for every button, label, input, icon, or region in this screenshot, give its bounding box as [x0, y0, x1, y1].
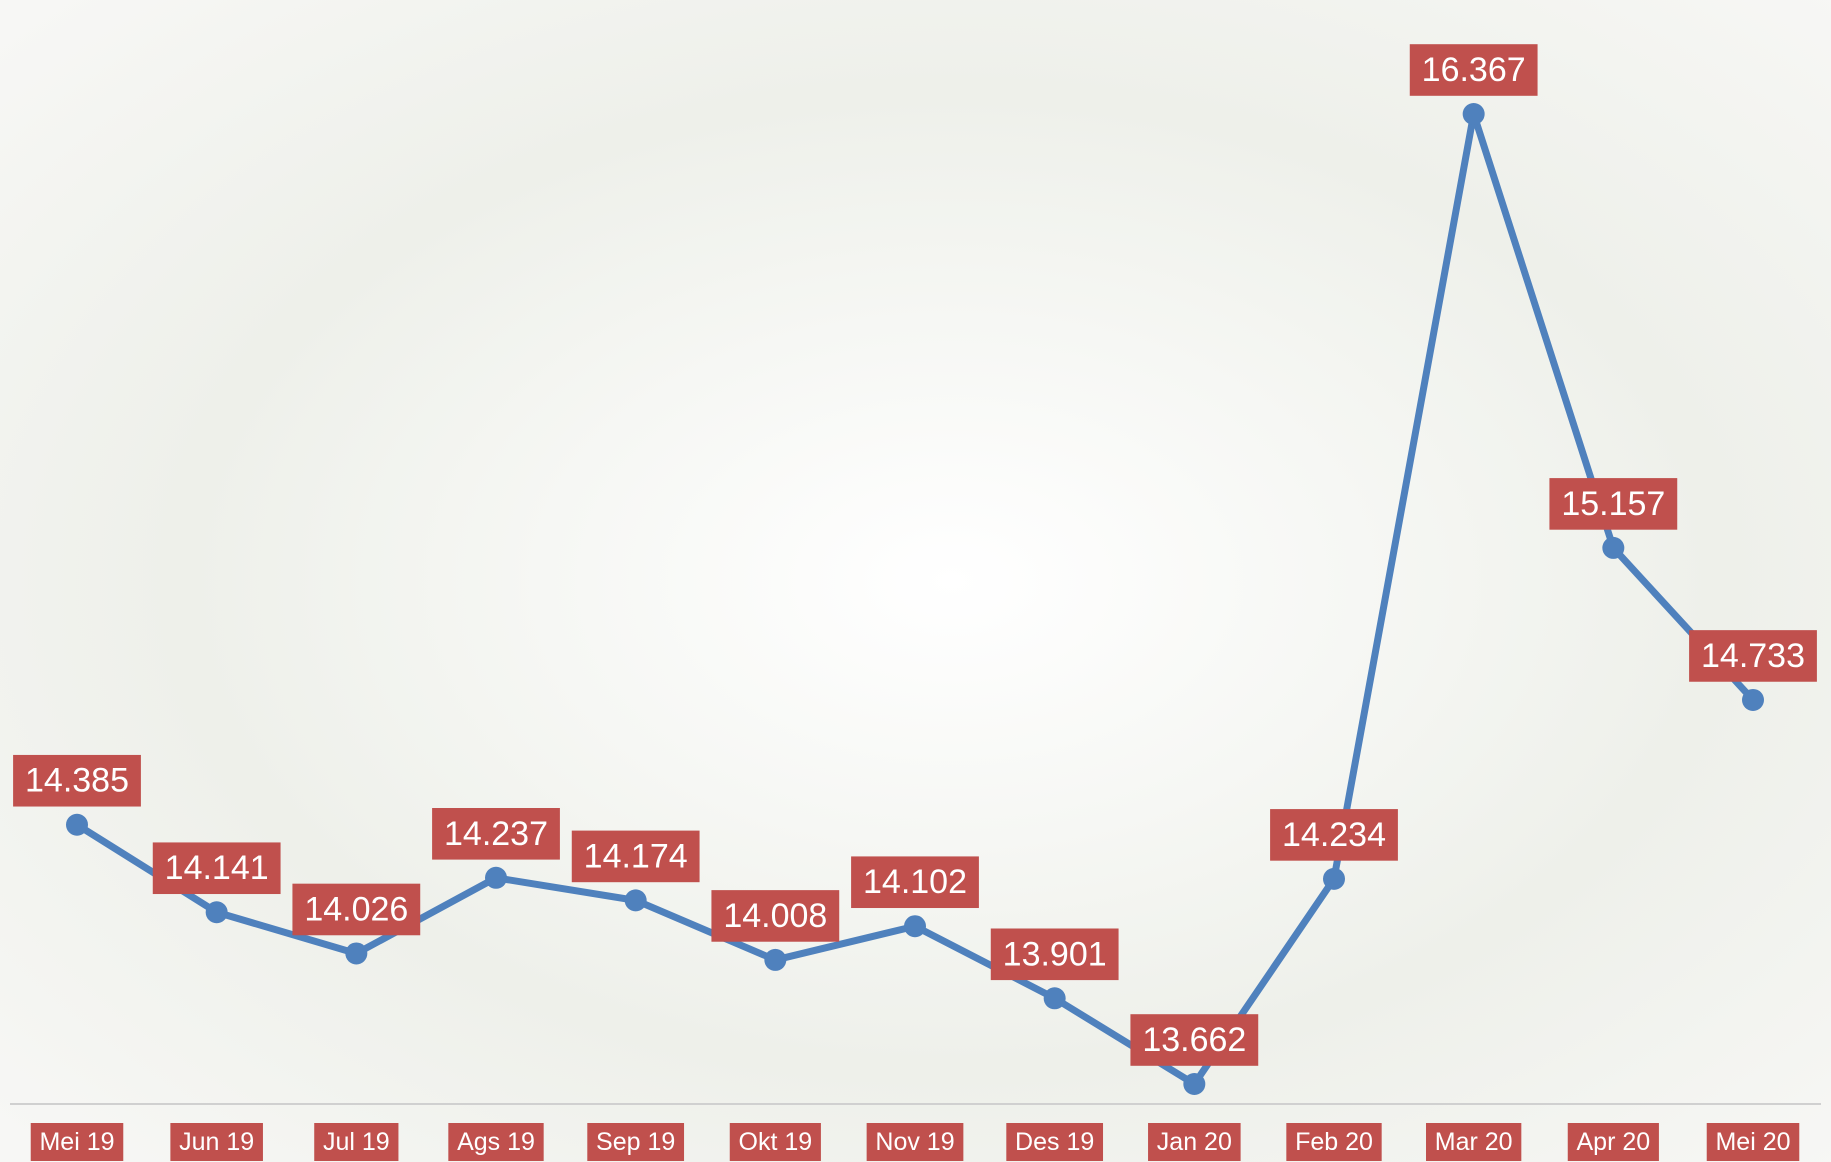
- data-point: [66, 813, 88, 836]
- data-label-box: [1130, 1014, 1259, 1066]
- data-point: [1183, 1073, 1206, 1095]
- data-label-group: 14.237: [432, 808, 560, 860]
- x-tick-label-box: [1286, 1123, 1382, 1161]
- data-label: 14.174: [584, 837, 688, 875]
- data-label-box: [1270, 809, 1398, 861]
- data-point: [624, 889, 647, 912]
- data-label-box: [711, 890, 840, 942]
- data-label-group: 14.102: [851, 856, 979, 909]
- data-label-box: [152, 842, 281, 895]
- data-label-group: 14.385: [13, 754, 141, 807]
- x-tick-label-group: Ags 19: [448, 1123, 544, 1161]
- x-tick-label-group: Mei 19: [30, 1123, 124, 1161]
- x-tick-label-box: [1706, 1123, 1800, 1161]
- data-label-box: [432, 808, 560, 860]
- data-label-group: 13.662: [1130, 1014, 1259, 1066]
- x-tick-label-group: Jun 19: [170, 1123, 263, 1161]
- plot-area: Mei 19 Jun 19 Jul 19 Ags 19 Sep 19 Okt 19 Nov …: [13, 44, 1817, 1161]
- data-label-box: [1689, 630, 1817, 682]
- data-label: 16.367: [1422, 51, 1526, 89]
- data-label: 14.385: [25, 762, 129, 800]
- x-tick-label: Sep 19: [596, 1128, 675, 1156]
- data-label-box: [571, 830, 700, 883]
- x-tick-label-group: Jul 19: [314, 1123, 399, 1161]
- data-label: 14.234: [1282, 816, 1386, 854]
- data-label-group: 13.901: [990, 928, 1119, 981]
- data-label-group: 14.733: [1689, 630, 1817, 682]
- x-tick-label-box: [587, 1123, 685, 1161]
- x-tick-label-box: [1148, 1123, 1241, 1161]
- data-label: 15.157: [1561, 485, 1665, 523]
- x-tick-label: Mei 19: [39, 1128, 114, 1156]
- x-tick-label-group: Feb 20: [1286, 1123, 1382, 1161]
- x-tick-label: Ags 19: [457, 1128, 535, 1156]
- data-label-box: [1409, 44, 1538, 96]
- data-point: [1742, 688, 1764, 711]
- data-point: [1323, 867, 1345, 890]
- data-label-box: [851, 856, 979, 909]
- data-point: [1462, 103, 1485, 125]
- x-tick-label: Mei 20: [1715, 1128, 1790, 1156]
- x-tick-label: Jul 19: [323, 1128, 390, 1156]
- data-label-box: [1549, 478, 1678, 530]
- x-tick-label-box: [729, 1123, 821, 1161]
- data-label: 14.026: [304, 890, 408, 928]
- x-tick-label: Feb 20: [1295, 1128, 1373, 1156]
- data-label: 14.237: [444, 815, 548, 853]
- x-tick-label: Apr 20: [1576, 1128, 1650, 1156]
- x-tick-label-group: Des 19: [1006, 1123, 1104, 1161]
- data-label: 13.662: [1142, 1021, 1246, 1059]
- data-label-group: 14.141: [152, 842, 281, 895]
- data-point: [485, 866, 507, 889]
- data-label-box: [990, 928, 1119, 981]
- data-label-group: 15.157: [1549, 478, 1678, 530]
- x-tick-label-box: [448, 1123, 544, 1161]
- x-tick-label-group: Mar 20: [1426, 1123, 1522, 1161]
- x-tick-label: Jun 19: [179, 1128, 254, 1156]
- data-point: [1602, 536, 1625, 559]
- x-tick-label-box: [866, 1123, 964, 1161]
- data-point: [1043, 987, 1066, 1010]
- x-tick-label: Des 19: [1015, 1128, 1094, 1156]
- data-label: 14.141: [165, 849, 269, 887]
- x-tick-label: Okt 19: [739, 1128, 813, 1156]
- data-label: 14.008: [723, 897, 827, 935]
- x-tick-label-group: Mei 20: [1706, 1123, 1800, 1161]
- x-tick-label-group: Sep 19: [587, 1123, 685, 1161]
- x-tick-label-box: [30, 1123, 124, 1161]
- x-tick-label-group: Jan 20: [1148, 1123, 1241, 1161]
- data-label-group: 14.234: [1270, 809, 1398, 861]
- data-label-box: [13, 754, 141, 807]
- data-label: 13.901: [1003, 935, 1107, 973]
- data-label-group: 14.026: [292, 883, 421, 936]
- x-tick-label-group: Nov 19: [866, 1123, 964, 1161]
- x-tick-label: Jan 20: [1157, 1128, 1232, 1156]
- data-point: [904, 915, 926, 938]
- x-tick-label-box: [170, 1123, 263, 1161]
- data-label: 14.102: [863, 863, 967, 901]
- data-label-box: [292, 883, 421, 936]
- x-tick-label-box: [314, 1123, 399, 1161]
- x-tick-label-box: [1567, 1123, 1659, 1161]
- data-point: [764, 948, 787, 971]
- data-label: 14.733: [1701, 637, 1805, 675]
- x-tick-label: Nov 19: [875, 1128, 954, 1156]
- x-tick-label: Mar 20: [1435, 1128, 1513, 1156]
- x-tick-label-group: Okt 19: [729, 1123, 821, 1161]
- x-tick-label-box: [1426, 1123, 1522, 1161]
- data-point: [205, 901, 228, 924]
- data-label-group: 14.008: [711, 890, 840, 942]
- data-label-group: 14.174: [571, 830, 700, 883]
- x-tick-label-box: [1006, 1123, 1104, 1161]
- data-label-group: 16.367: [1409, 44, 1538, 96]
- x-tick-label-group: Apr 20: [1567, 1123, 1659, 1161]
- data-point: [345, 942, 368, 965]
